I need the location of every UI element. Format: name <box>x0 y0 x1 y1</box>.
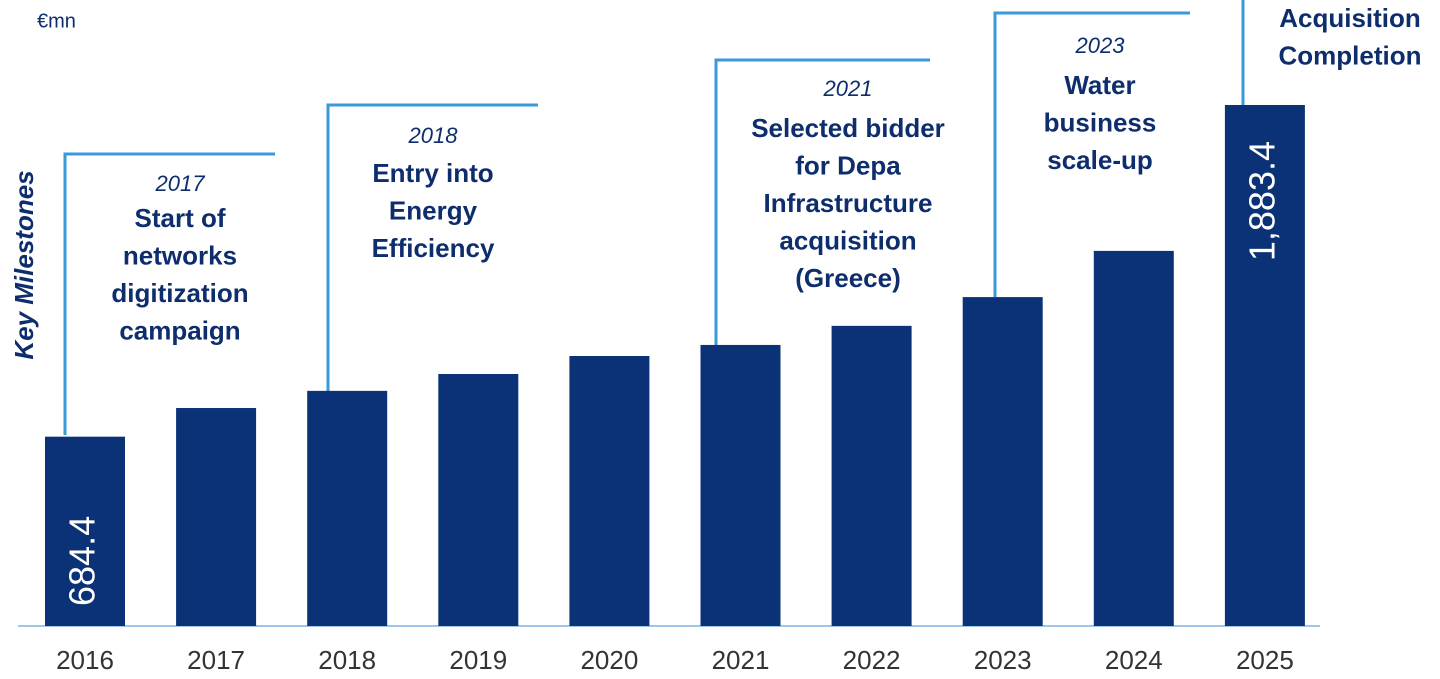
milestone-text: campaign <box>119 315 240 345</box>
bar <box>831 325 912 626</box>
milestone-text: Water <box>1064 70 1135 100</box>
milestone-text: acquisition <box>779 225 916 255</box>
milestone-text: Completion <box>1279 40 1422 70</box>
value-label: 684.4 <box>62 516 103 606</box>
milestone-text: Efficiency <box>372 233 495 263</box>
x-tick-label: 2018 <box>318 645 376 675</box>
milestone-year: 2023 <box>1075 33 1126 58</box>
x-tick-label: 2022 <box>843 645 901 675</box>
x-tick-label: 2025 <box>1236 645 1294 675</box>
bar <box>569 356 650 626</box>
milestone-text: Selected bidder <box>751 113 945 143</box>
bar <box>176 408 257 626</box>
milestone-text: Start of <box>135 203 226 233</box>
milestone-text: Energy <box>389 195 478 225</box>
milestone-year: 2017 <box>155 171 206 196</box>
bar <box>45 436 125 626</box>
value-label: 1,883.4 <box>1241 141 1282 261</box>
bar <box>438 373 519 626</box>
milestone-text: networks <box>123 240 237 270</box>
bar <box>307 390 388 626</box>
bar <box>962 297 1043 626</box>
bar <box>1093 250 1174 626</box>
x-tick-label: 2024 <box>1105 645 1163 675</box>
milestone-text: scale-up <box>1047 145 1153 175</box>
milestone-text: (Greece) <box>795 263 901 293</box>
milestone-text: Infrastructure <box>763 188 932 218</box>
milestone-text: for Depa <box>795 150 901 180</box>
x-tick-label: 2021 <box>712 645 770 675</box>
unit-label: €mn <box>37 10 76 32</box>
x-tick-label: 2023 <box>974 645 1032 675</box>
milestone-text: Entry into <box>372 158 493 188</box>
milestone-text: digitization <box>111 278 248 308</box>
x-tick-label: 2020 <box>580 645 638 675</box>
x-tick-label: 2019 <box>449 645 507 675</box>
x-tick-label: 2016 <box>56 645 114 675</box>
milestone-text: business <box>1044 107 1157 137</box>
milestone-text: Acquisition <box>1279 3 1421 33</box>
y-axis-label: Key Milestones <box>9 170 39 359</box>
bar <box>700 344 781 626</box>
bar <box>1224 105 1305 626</box>
x-tick-label: 2017 <box>187 645 245 675</box>
milestone-year: 2021 <box>823 76 873 101</box>
milestone-year: 2018 <box>408 123 459 148</box>
